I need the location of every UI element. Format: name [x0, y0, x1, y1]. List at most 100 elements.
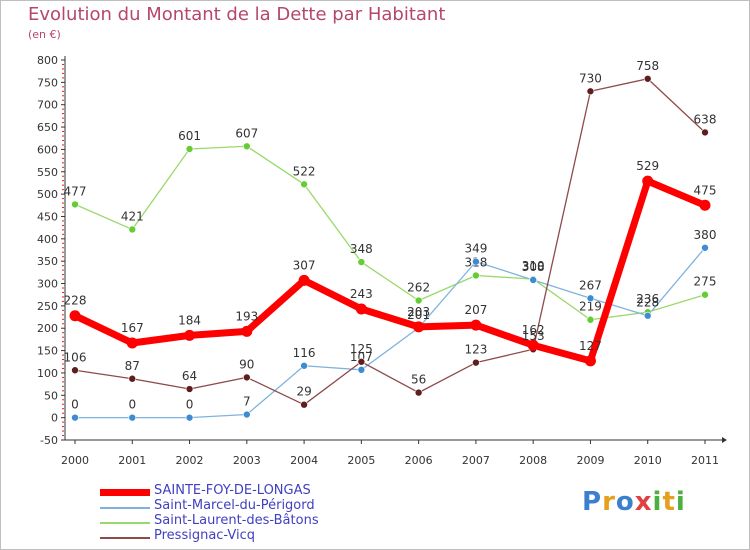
legend-item-pressignac-vicq[interactable]: Pressignac-Vicq — [100, 528, 400, 545]
data-label-pressignac-vicq: 123 — [464, 343, 487, 357]
data-label-sainte-foy-de-longas: 203 — [407, 305, 430, 319]
data-label-sainte-foy-de-longas: 184 — [178, 313, 201, 327]
data-point-pressignac-vicq — [701, 128, 709, 137]
data-label-saint-marcel-du-perigord: 7 — [243, 395, 251, 409]
data-point-saint-marcel-du-perigord — [357, 366, 366, 374]
data-label-sainte-foy-de-longas: 475 — [694, 183, 717, 197]
data-point-saint-marcel-du-perigord — [472, 257, 480, 266]
logo-letter: i — [652, 487, 663, 517]
x-tick-label: 2006 — [405, 454, 433, 467]
data-label-sainte-foy-de-longas: 207 — [464, 303, 487, 317]
data-label-sainte-foy-de-longas: 127 — [579, 339, 602, 353]
data-label-sainte-foy-de-longas: 243 — [350, 287, 373, 301]
chart-legend: SAINTE-FOY-DE-LONGAS Saint-Marcel-du-Pér… — [100, 483, 400, 545]
data-label-saint-laurent-des-batons: 348 — [350, 242, 373, 256]
data-label-saint-laurent-des-batons: 601 — [178, 129, 201, 143]
legend-item-sainte-foy-de-longas[interactable]: SAINTE-FOY-DE-LONGAS — [100, 483, 400, 500]
data-point-pressignac-vicq — [414, 388, 423, 397]
y-tick-label: 800 — [37, 54, 58, 67]
x-tick-label: 2004 — [290, 454, 318, 467]
chart-unit-label: (en €) — [28, 28, 61, 41]
data-point-sainte-foy-de-longas — [355, 303, 367, 315]
x-tick-label: 2010 — [634, 454, 662, 467]
data-label-saint-marcel-du-perigord: 0 — [71, 398, 79, 412]
data-label-saint-marcel-du-perigord: 0 — [128, 398, 136, 412]
data-point-pressignac-vicq — [243, 373, 251, 382]
logo-letter: r — [602, 487, 616, 517]
data-point-pressignac-vicq — [472, 358, 480, 367]
series-line-sainte-foy-de-longas — [71, 177, 709, 365]
proxiti-logo: Proxiti — [582, 487, 686, 517]
logo-letter: P — [582, 487, 603, 517]
data-label-sainte-foy-de-longas: 167 — [121, 321, 144, 335]
data-label-saint-laurent-des-batons: 219 — [579, 300, 602, 314]
data-point-saint-marcel-du-perigord — [643, 311, 652, 320]
data-point-sainte-foy-de-longas — [184, 329, 196, 341]
legend-item-saint-marcel-du-perigord[interactable]: Saint-Marcel-du-Périgord — [100, 498, 400, 515]
data-point-saint-marcel-du-perigord — [185, 413, 194, 422]
y-tick-label: 600 — [37, 143, 58, 156]
y-tick-label: 200 — [37, 322, 58, 335]
logo-letter: x — [634, 487, 653, 517]
data-point-saint-marcel-du-perigord — [529, 276, 537, 284]
data-point-saint-marcel-du-perigord — [300, 361, 308, 370]
data-point-pressignac-vicq — [357, 357, 366, 366]
series-line-pressignac-vicq — [74, 78, 706, 406]
y-tick-label: 50 — [44, 389, 58, 402]
legend-label-saint-laurent-des-batons: Saint-Laurent-des-Bâtons — [154, 513, 319, 528]
data-point-sainte-foy-de-longas — [527, 339, 539, 351]
x-tick-label: 2005 — [347, 454, 375, 467]
x-tick-label: 2011 — [691, 454, 719, 467]
data-label-pressignac-vicq: 125 — [350, 342, 373, 356]
data-point-saint-marcel-du-perigord — [243, 410, 251, 419]
x-tick-label: 2002 — [176, 454, 204, 467]
data-point-sainte-foy-de-longas — [470, 319, 482, 331]
data-label-pressignac-vicq: 153 — [522, 329, 545, 343]
data-label-saint-laurent-des-batons: 262 — [407, 281, 430, 295]
data-label-sainte-foy-de-longas: 307 — [293, 258, 316, 272]
data-label-saint-marcel-du-perigord: 116 — [293, 346, 316, 360]
data-point-saint-laurent-des-batons — [300, 180, 308, 189]
y-tick-label: 300 — [37, 278, 58, 291]
data-point-saint-laurent-des-batons — [414, 296, 423, 305]
data-label-saint-laurent-des-batons: 310 — [522, 259, 545, 273]
data-label-pressignac-vicq: 106 — [64, 350, 87, 364]
data-point-sainte-foy-de-longas — [699, 199, 711, 211]
y-tick-label: 150 — [37, 345, 58, 358]
x-tick-label: 2007 — [462, 454, 490, 467]
legend-swatch-sainte-foy-de-longas — [100, 489, 150, 496]
y-tick-label: 350 — [37, 255, 58, 268]
data-point-sainte-foy-de-longas — [642, 175, 654, 187]
data-point-saint-laurent-des-batons — [357, 258, 366, 266]
legend-label-pressignac-vicq: Pressignac-Vicq — [154, 528, 255, 543]
data-label-saint-marcel-du-perigord: 349 — [464, 242, 487, 256]
logo-letter: o — [615, 487, 635, 517]
y-tick-label: 250 — [37, 300, 58, 313]
data-label-pressignac-vicq: 638 — [694, 112, 717, 126]
data-point-sainte-foy-de-longas — [69, 310, 81, 322]
legend-label-saint-marcel-du-perigord: Saint-Marcel-du-Périgord — [154, 498, 315, 513]
legend-label-sainte-foy-de-longas: SAINTE-FOY-DE-LONGAS — [154, 483, 311, 498]
data-label-saint-laurent-des-batons: 522 — [293, 164, 316, 178]
y-tick-label: 100 — [37, 367, 58, 380]
data-point-pressignac-vicq — [586, 87, 595, 96]
series-line-saint-laurent-des-batons — [74, 145, 706, 321]
data-point-sainte-foy-de-longas — [413, 321, 425, 333]
data-point-saint-marcel-du-perigord — [701, 243, 709, 252]
data-point-saint-laurent-des-batons — [586, 315, 595, 324]
legend-item-saint-laurent-des-batons[interactable]: Saint-Laurent-des-Bâtons — [100, 513, 400, 530]
data-point-saint-laurent-des-batons — [472, 271, 480, 280]
y-tick-label: 500 — [37, 188, 58, 201]
x-axis-arrow — [722, 437, 727, 443]
y-tick-label: 400 — [37, 233, 58, 246]
logo-letter: t — [662, 487, 676, 517]
data-point-pressignac-vicq — [185, 385, 194, 393]
data-label-saint-laurent-des-batons: 607 — [235, 126, 258, 140]
chart-title: Evolution du Montant de la Dette par Hab… — [28, 4, 446, 25]
data-point-sainte-foy-de-longas — [241, 325, 253, 337]
data-label-saint-laurent-des-batons: 477 — [64, 184, 87, 198]
data-point-sainte-foy-de-longas — [298, 274, 310, 286]
data-point-saint-laurent-des-batons — [185, 145, 194, 153]
data-label-saint-laurent-des-batons: 275 — [694, 275, 717, 289]
